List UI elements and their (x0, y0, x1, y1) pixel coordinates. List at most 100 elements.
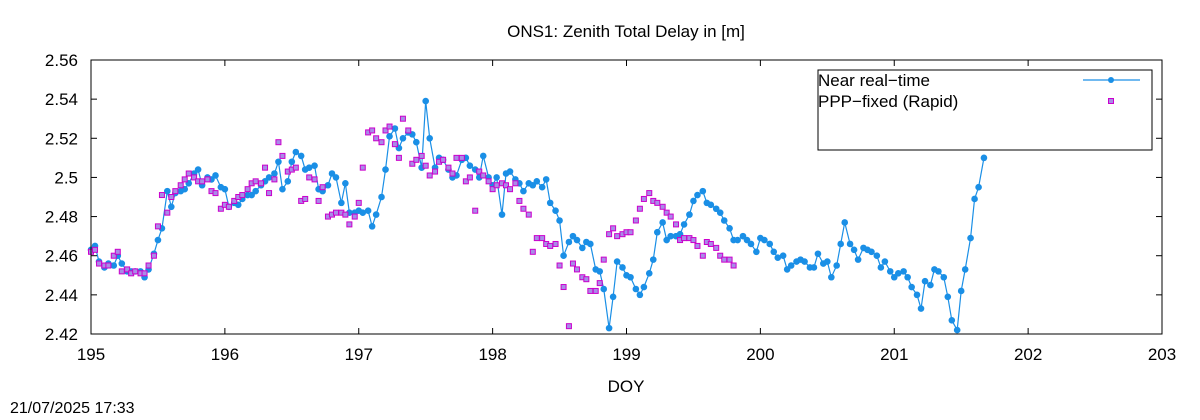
nrt-point-28 (212, 172, 219, 179)
y-tick-label-2: 2.46 (45, 247, 78, 266)
legend-swatch-nrt-marker (1108, 77, 1114, 83)
x-tick-label-4: 199 (612, 345, 640, 364)
y-tick-label-3: 2.48 (45, 208, 78, 227)
y-tick-label-7: 2.56 (45, 51, 78, 70)
nrt-point-157 (787, 262, 795, 269)
nrt-point-128 (659, 219, 666, 226)
ppp-point-89 (485, 178, 492, 185)
ppp-point-130 (667, 213, 674, 220)
nrt-point-15 (154, 236, 162, 244)
nrt-point-167 (833, 262, 840, 269)
ppp-point-50 (311, 176, 318, 183)
ppp-point-81 (449, 170, 456, 177)
nrt-point-62 (364, 207, 372, 214)
y-tick-label-1: 2.44 (45, 286, 78, 305)
ppp-point-65 (378, 139, 385, 146)
ppp-point-6 (114, 248, 121, 255)
nrt-point-168 (837, 240, 844, 248)
ppp-point-26 (204, 176, 211, 183)
y-tick-label-5: 2.52 (45, 129, 78, 148)
nrt-point-133 (680, 221, 688, 228)
footer-timestamp: 21/07/2025 17:33 (10, 400, 135, 417)
x-tick-label-1: 196 (211, 345, 239, 364)
nrt-point-169 (841, 219, 849, 226)
nrt-point-130 (667, 232, 674, 240)
nrt-point-17 (164, 187, 171, 195)
ppp-point-55 (332, 209, 339, 216)
ppp-point-84 (462, 178, 469, 185)
ppp-point-87 (476, 168, 483, 175)
series-layer (87, 97, 988, 334)
ppp-point-29 (217, 205, 224, 212)
ppp-point-91 (493, 182, 500, 189)
ppp-point-88 (480, 172, 487, 179)
ppp-point-99 (529, 248, 536, 255)
ppp-point-25 (199, 178, 206, 185)
nrt-point-200 (980, 154, 988, 162)
nrt-point-125 (645, 270, 653, 277)
nrt-point-41 (271, 170, 278, 177)
ppp-point-8 (124, 266, 131, 273)
ppp-point-133 (681, 235, 688, 242)
nrt-point-37 (252, 187, 259, 195)
nrt-point-194 (953, 326, 961, 334)
ppp-point-131 (673, 221, 680, 228)
x-tick-label-6: 201 (880, 345, 908, 364)
ppp-point-35 (244, 186, 251, 193)
ppp-point-72 (409, 160, 416, 167)
nrt-point-166 (828, 273, 835, 281)
nrt-point-198 (971, 195, 978, 203)
ppp-point-140 (713, 244, 720, 251)
ppp-point-41 (271, 176, 278, 183)
nrt-point-126 (649, 256, 657, 263)
nrt-point-47 (297, 152, 305, 160)
ppp-point-40 (266, 190, 273, 197)
ppp-point-66 (382, 127, 389, 134)
nrt-point-7 (118, 260, 126, 267)
nrt-point-123 (636, 291, 644, 299)
ppp-point-5 (110, 252, 117, 259)
x-tick-label-5: 200 (746, 345, 774, 364)
ppp-point-135 (690, 237, 697, 244)
ppp-point-13 (145, 262, 152, 269)
nrt-point-170 (846, 240, 854, 248)
legend-box (817, 69, 1153, 151)
ppp-point-77 (432, 168, 439, 175)
ppp-point-118 (614, 233, 621, 240)
nrt-point-50 (311, 162, 318, 169)
ppp-point-86 (472, 207, 479, 214)
ppp-point-105 (556, 262, 563, 269)
nrt-point-195 (957, 287, 965, 295)
nrt-point-112 (587, 240, 594, 248)
ppp-point-113 (592, 287, 599, 294)
nrt-point-119 (619, 264, 626, 271)
ppp-point-4 (105, 262, 112, 269)
nrt-point-118 (613, 258, 621, 265)
chart-title: ONS1: Zenith Total Delay in [m] (507, 22, 745, 41)
ppp-point-39 (262, 164, 269, 171)
nrt-point-91 (493, 174, 500, 181)
nrt-point-187 (921, 277, 929, 285)
nrt-point-142 (720, 217, 728, 224)
ppp-point-12 (141, 270, 148, 277)
nrt-point-186 (917, 305, 925, 312)
ppp-point-68 (391, 141, 398, 148)
ppp-point-111 (583, 276, 590, 283)
nrt-point-109 (573, 236, 581, 244)
ppp-point-42 (275, 139, 282, 146)
nrt-point-97 (520, 187, 527, 195)
ppp-point-128 (659, 203, 666, 210)
x-tick-label-0: 195 (77, 345, 105, 364)
ppp-point-103 (547, 242, 554, 249)
nrt-point-88 (479, 152, 487, 160)
ppp-point-7 (118, 268, 125, 275)
ppp-point-59 (351, 213, 358, 220)
ppp-point-58 (346, 221, 353, 228)
nrt-point-42 (275, 158, 282, 166)
nrt-point-75 (422, 97, 429, 105)
nrt-point-177 (877, 264, 885, 271)
nrt-point-175 (868, 248, 875, 256)
ppp-point-21 (181, 176, 188, 183)
nrt-point-43 (279, 185, 286, 193)
ppp-point-79 (440, 156, 447, 163)
